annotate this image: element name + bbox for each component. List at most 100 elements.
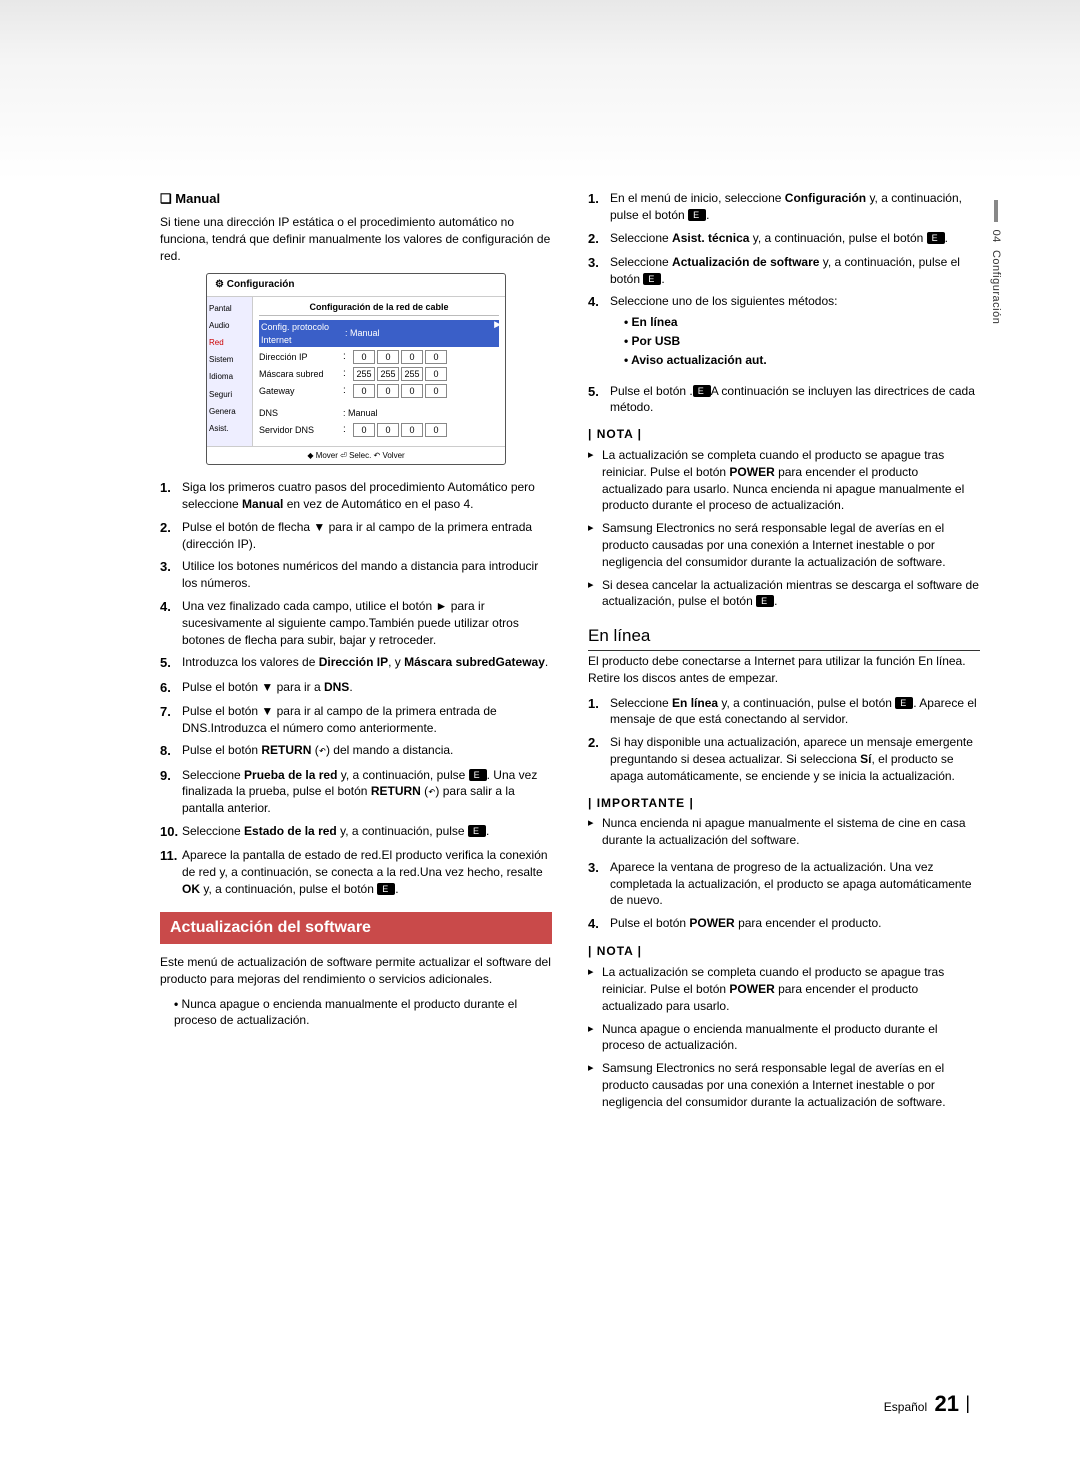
step-number: 8. [160,742,182,760]
ip-octet: 0 [425,367,447,381]
enter-icon [895,697,913,709]
config-row-label: Dirección IP [259,351,343,364]
enter-icon [377,883,395,895]
enlinea-intro: El producto debe conectarse a Internet p… [588,653,980,687]
step-item: 3.Utilice los botones numéricos del mand… [160,558,552,592]
cfg-side-item: Pantal [209,303,250,314]
step-number: 3. [588,859,610,909]
config-row-dns: DNS : Manual [259,407,499,420]
step-text: Utilice los botones numéricos del mando … [182,558,552,592]
cfg-side-item: Sistem [209,354,250,365]
config-panel-title: Configuración de la red de cable [259,301,499,317]
note-text: La actualización se completa cuando el p… [602,447,980,514]
ip-octet: 0 [353,384,375,398]
note-text: Si desea cancelar la actualización mient… [602,577,980,611]
config-row-label: DNS [259,407,343,420]
step-text: Una vez finalizado cada campo, utilice e… [182,598,552,648]
config-row-label: Servidor DNS [259,424,343,437]
ip-octet: 0 [401,384,423,398]
ip-octet: 0 [353,350,375,364]
enter-icon [693,385,711,397]
nota-heading: | NOTA | [588,426,980,443]
step-item: 1.En el menú de inicio, seleccione Confi… [588,190,980,224]
side-tab-bar [994,200,998,222]
step-number: 11. [160,847,182,897]
manual-intro: Si tiene una dirección IP estática o el … [160,214,552,264]
right-column: 1.En el menú de inicio, seleccione Confi… [588,190,980,1121]
software-update-intro: Este menú de actualización de software p… [160,954,552,988]
note-item: Si desea cancelar la actualización mient… [588,577,980,611]
note-item: La actualización se completa cuando el p… [588,964,980,1014]
config-ip-row: Máscara subred:2552552550 [259,367,499,381]
step-item: 11.Aparece la pantalla de estado de red.… [160,847,552,897]
config-box: Configuración Pantal Audio Red Sistem Id… [206,273,506,466]
note-item: Nunca apague o encienda manualmente el p… [588,1021,980,1055]
ip-octet: 255 [401,367,423,381]
ip-octet: 0 [401,423,423,437]
side-tab: 04 Configuración [990,200,1002,324]
cfg-side-item: Audio [209,320,250,331]
ip-octet: 0 [425,350,447,364]
step-text: Pulse el botón .A continuación se incluy… [610,383,980,417]
method-item: En línea [624,314,980,331]
step-item: 5.Introduzca los valores de Dirección IP… [160,654,552,672]
step-text: Seleccione En línea y, a continuación, p… [610,695,980,729]
step-text: Introduzca los valores de Dirección IP, … [182,654,552,672]
manual-heading: Manual [160,190,552,208]
ip-octet: 255 [377,367,399,381]
step-number: 3. [588,254,610,288]
note-text: Samsung Electronics no será responsable … [602,520,980,570]
left-column: Manual Si tiene una dirección IP estátic… [160,190,552,1121]
step-number: 7. [160,703,182,737]
page: 04 Configuración Manual Si tiene una dir… [0,0,1080,1479]
step-item: 6.Pulse el botón ▼ para ir a DNS. [160,679,552,697]
step-text: Seleccione Prueba de la red y, a continu… [182,767,552,817]
ip-octet: 0 [377,350,399,364]
enter-icon [468,825,486,837]
step-number: 10. [160,823,182,841]
step-number: 9. [160,767,182,817]
step-number: 3. [160,558,182,592]
note-text: Nunca encienda ni apague manualmente el … [602,815,980,849]
cfg-side-item: Genera [209,406,250,417]
step-number: 1. [588,190,610,224]
step-item: 8.Pulse el botón RETURN (↶) del mando a … [160,742,552,760]
config-main: Configuración de la red de cable Config.… [253,297,505,447]
step-item: 5.Pulse el botón .A continuación se incl… [588,383,980,417]
step-text: Si hay disponible una actualización, apa… [610,734,980,784]
enter-icon [688,209,706,221]
note-text: Samsung Electronics no será responsable … [602,1060,980,1110]
step-number: 4. [160,598,182,648]
step-text: Pulse el botón ▼ para ir al campo de la … [182,703,552,737]
footer-page-number: 21 [934,1391,958,1416]
config-footer-hints: ◆ Mover ⏎ Selec. ↶ Volver [207,446,505,464]
step-item: 2.Si hay disponible una actualización, a… [588,734,980,784]
config-row-val: : Manual [345,327,380,340]
step-item: 1.Siga los primeros cuatro pasos del pro… [160,479,552,513]
nota-list-2: La actualización se completa cuando el p… [588,964,980,1110]
update-steps-list: 1.En el menú de inicio, seleccione Confi… [588,190,980,416]
cfg-side-item: Red [209,337,250,348]
step-number: 5. [160,654,182,672]
manual-steps-list: 1.Siga los primeros cuatro pasos del pro… [160,479,552,897]
enlinea-steps-list: 1.Seleccione En línea y, a continuación,… [588,695,980,785]
step-item: 7.Pulse el botón ▼ para ir al campo de l… [160,703,552,737]
ip-octet: 0 [401,350,423,364]
step-text: Pulse el botón POWER para encender el pr… [610,915,980,933]
config-row-protocol: Config. protocolo Internet : Manual ▶ [259,320,499,347]
step-number: 1. [588,695,610,729]
note-item: Samsung Electronics no será responsable … [588,1060,980,1110]
warning-item: Nunca apague o encienda manualmente el p… [174,996,552,1030]
config-row-label: Gateway [259,385,343,398]
page-footer: Español 21 | [884,1391,970,1417]
step-text: Seleccione Estado de la red y, a continu… [182,823,552,841]
step-item: 4.Pulse el botón POWER para encender el … [588,915,980,933]
step-item: 3.Aparece la ventana de progreso de la a… [588,859,980,909]
footer-pipe: | [965,1393,970,1413]
note-text: La actualización se completa cuando el p… [602,964,980,1014]
step-number: 2. [160,519,182,553]
step-item: 1.Seleccione En línea y, a continuación,… [588,695,980,729]
method-item: Aviso actualización aut. [624,352,980,369]
ip-octet: 0 [425,423,447,437]
step-number: 2. [588,230,610,248]
